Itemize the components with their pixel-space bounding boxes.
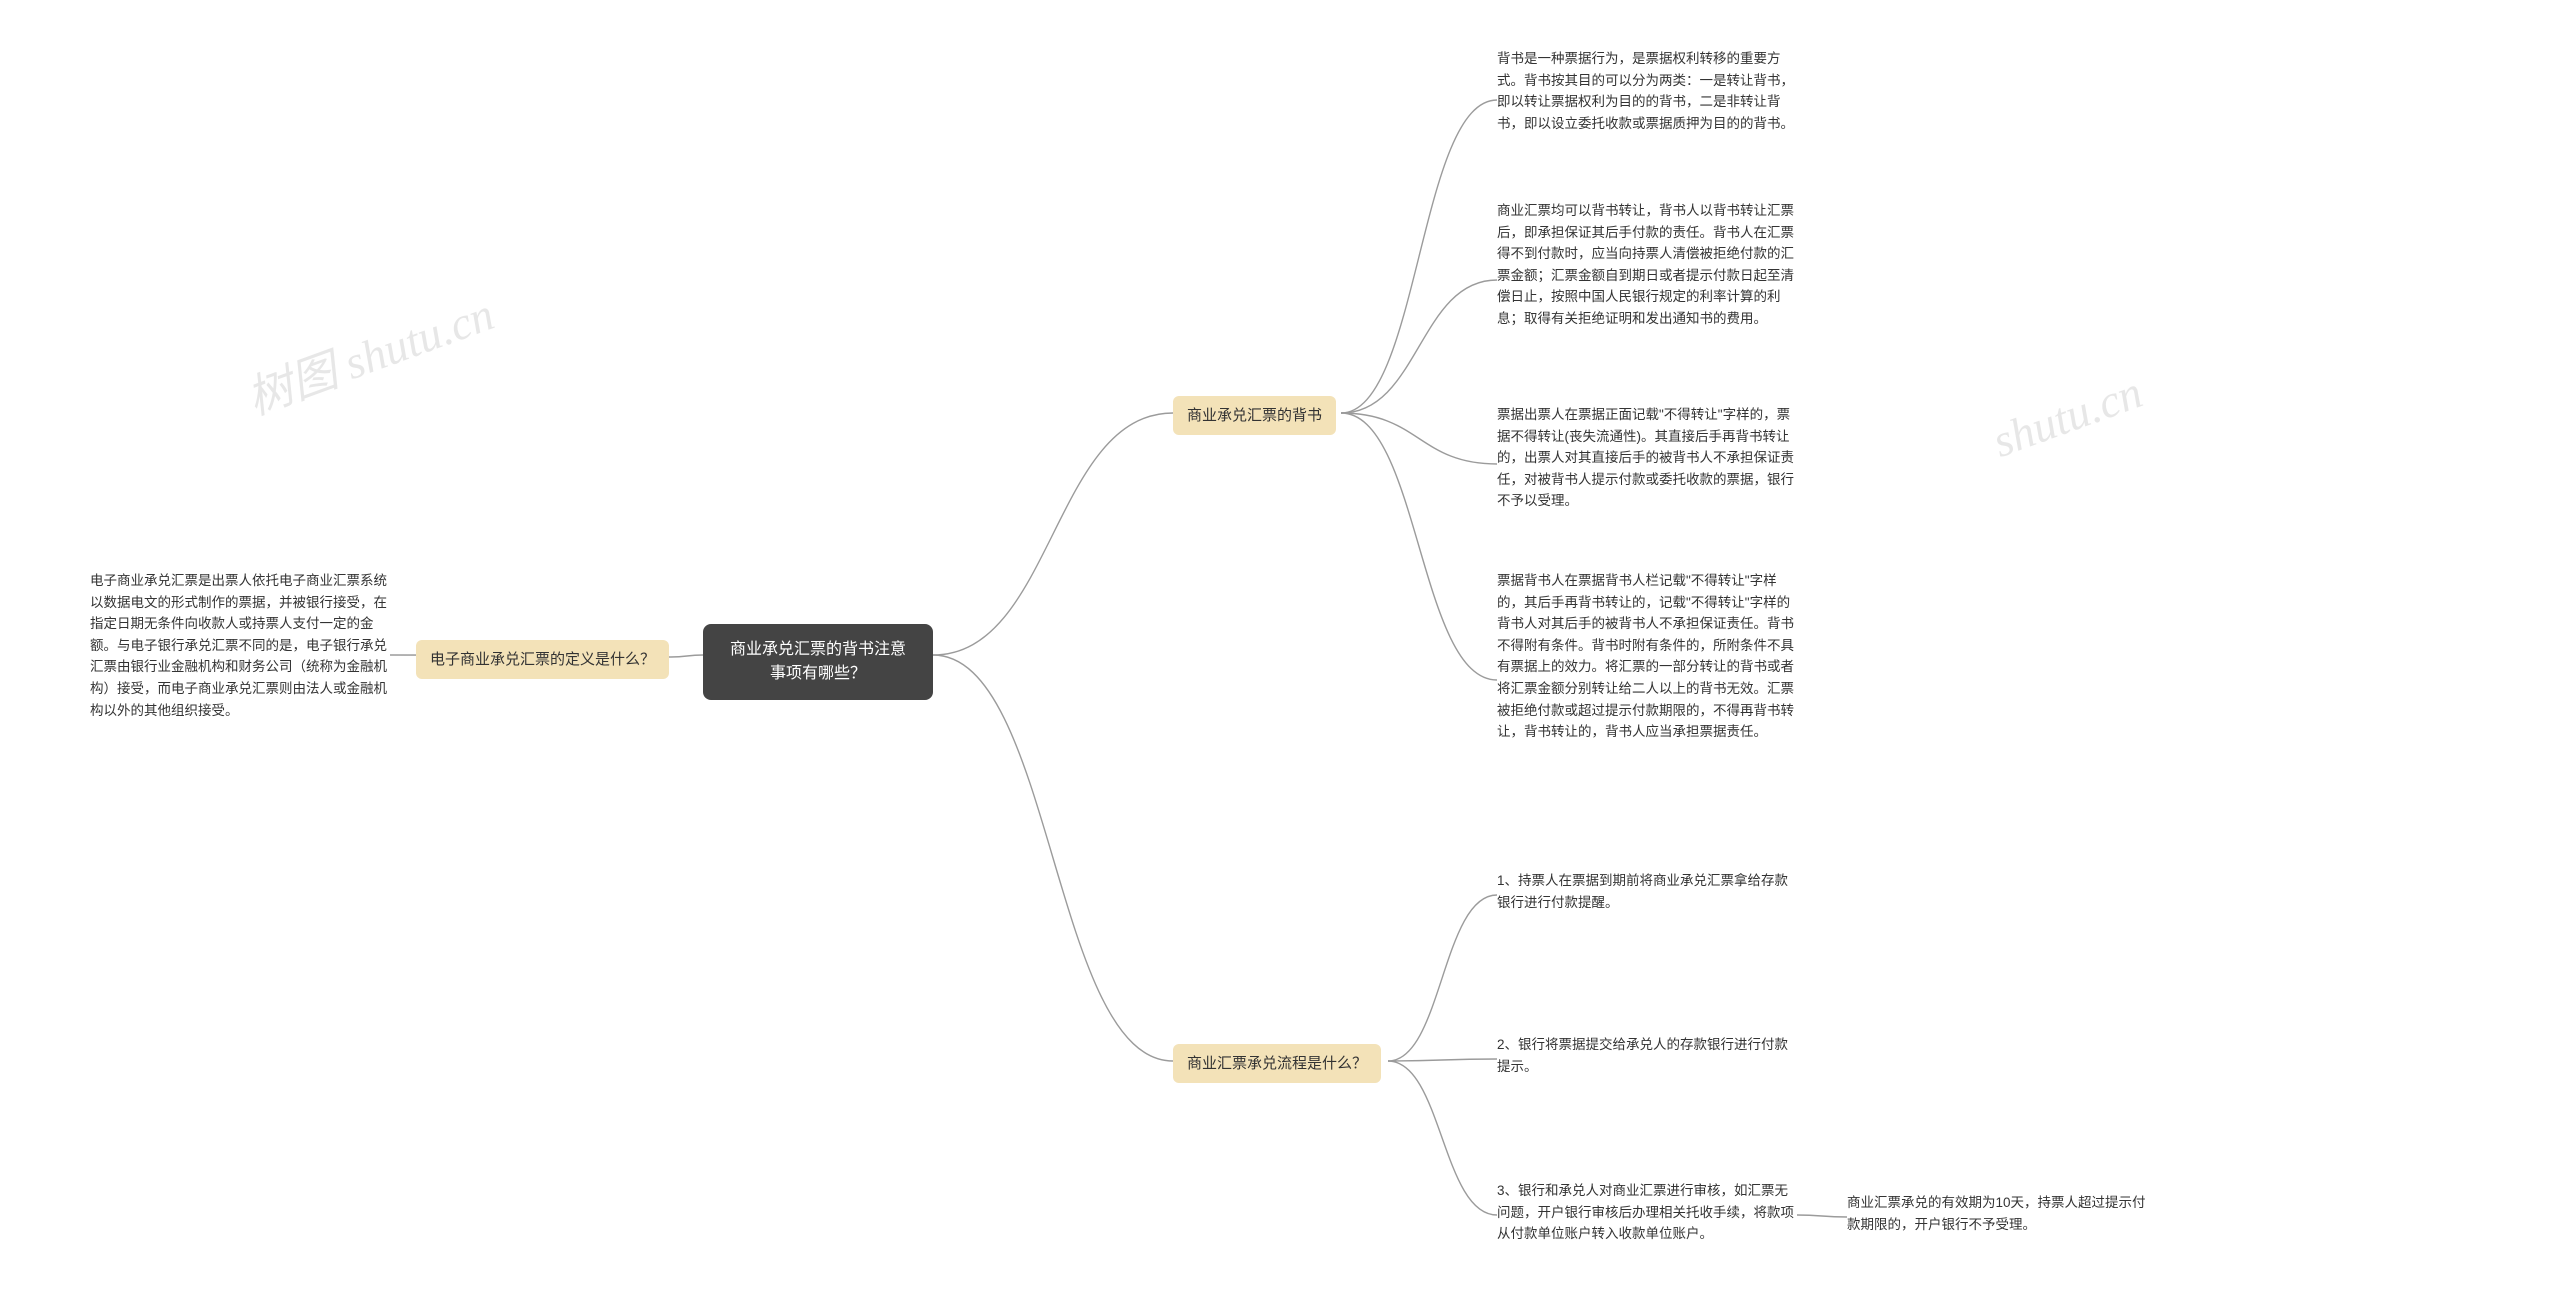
watermark-2: shutu.cn — [1986, 365, 2149, 468]
leaf-process-3-extra: 商业汇票承兑的有效期为10天，持票人超过提示付款期限的，开户银行不予受理。 — [1847, 1192, 2147, 1235]
branch-left: 电子商业承兑汇票的定义是什么？ — [416, 640, 669, 679]
branch-endorsement: 商业承兑汇票的背书 — [1173, 396, 1336, 435]
leaf-process-2: 2、银行将票据提交给承兑人的存款银行进行付款提示。 — [1497, 1034, 1797, 1077]
leaf-process-3: 3、银行和承兑人对商业汇票进行审核，如汇票无问题，开户银行审核后办理相关托收手续… — [1497, 1180, 1797, 1245]
watermark-1: 树图 shutu.cn — [236, 278, 501, 428]
leaf-endorse-1: 背书是一种票据行为，是票据权利转移的重要方式。背书按其目的可以分为两类：一是转让… — [1497, 48, 1797, 134]
leaf-endorse-3: 票据出票人在票据正面记载"不得转让"字样的，票据不得转让(丧失流通性)。其直接后… — [1497, 404, 1797, 512]
branch-process: 商业汇票承兑流程是什么？ — [1173, 1044, 1381, 1083]
leaf-left: 电子商业承兑汇票是出票人依托电子商业汇票系统以数据电文的形式制作的票据，并被银行… — [90, 570, 390, 721]
root-node: 商业承兑汇票的背书注意 事项有哪些？ — [703, 624, 933, 700]
leaf-process-1: 1、持票人在票据到期前将商业承兑汇票拿给存款银行进行付款提醒。 — [1497, 870, 1797, 913]
root-line2: 事项有哪些？ — [723, 662, 913, 686]
root-line1: 商业承兑汇票的背书注意 — [723, 638, 913, 662]
leaf-endorse-4: 票据背书人在票据背书人栏记载"不得转让"字样的，其后手再背书转让的，记载"不得转… — [1497, 570, 1797, 743]
leaf-endorse-2: 商业汇票均可以背书转让，背书人以背书转让汇票后，即承担保证其后手付款的责任。背书… — [1497, 200, 1797, 330]
